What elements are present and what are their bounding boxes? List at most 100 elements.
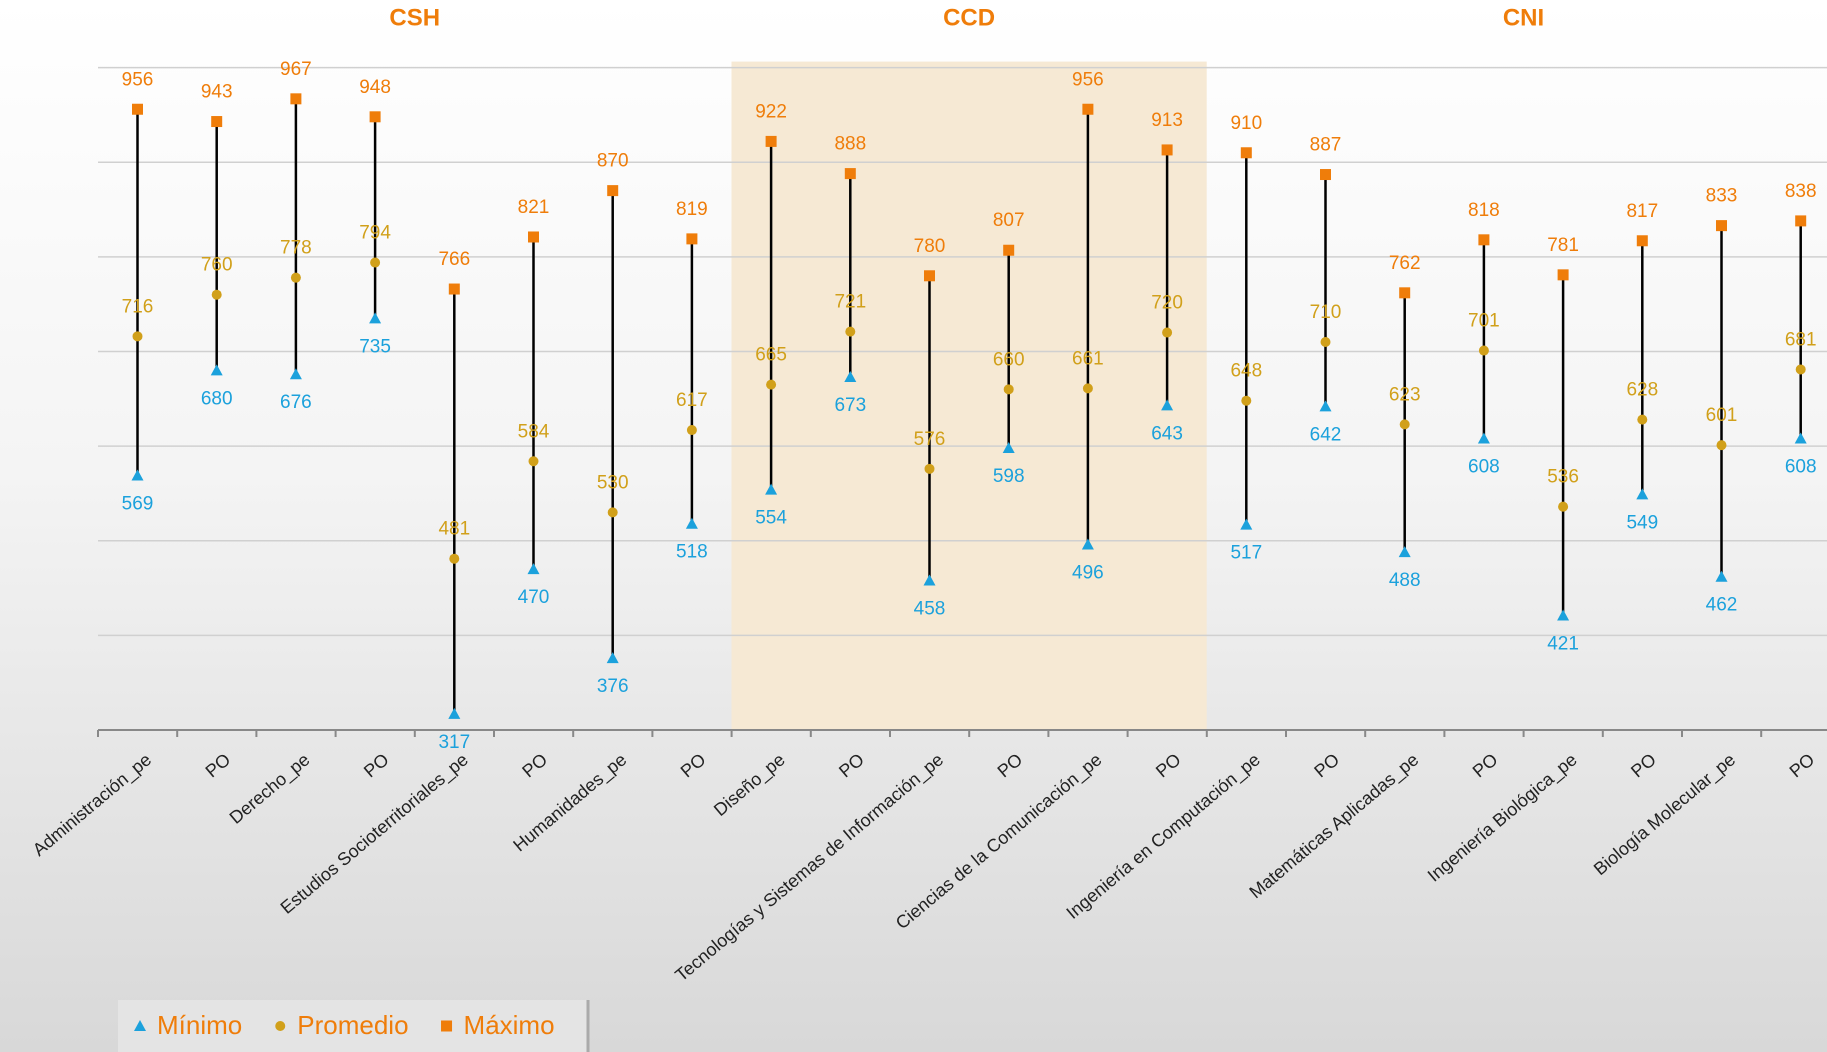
marker-max: [441, 1020, 453, 1032]
value-label: 530: [597, 472, 629, 493]
marker-avg: [1082, 383, 1093, 394]
value-label: 549: [1626, 512, 1658, 533]
value-label: 661: [1072, 348, 1104, 369]
value-label: 642: [1310, 424, 1342, 445]
marker-max: [1003, 244, 1015, 256]
value-label: 967: [280, 59, 312, 80]
x-tick-label: PO: [1786, 749, 1819, 781]
marker-avg: [1399, 419, 1410, 430]
marker-avg: [1162, 327, 1173, 338]
marker-max: [1716, 220, 1727, 232]
marker-min: [1715, 570, 1728, 582]
marker-avg: [1795, 364, 1806, 375]
value-label: 735: [359, 336, 391, 357]
value-label: 818: [1468, 200, 1500, 221]
x-tick-label: PO: [1627, 749, 1660, 781]
value-label: 888: [834, 134, 866, 155]
value-label: 681: [1785, 329, 1817, 350]
value-label: 665: [755, 345, 787, 366]
value-label: 673: [834, 395, 866, 416]
marker-min: [134, 1020, 146, 1031]
marker-avg: [1320, 337, 1331, 348]
marker-max: [1240, 147, 1252, 159]
value-label: 536: [1547, 467, 1579, 488]
marker-avg: [1558, 501, 1569, 512]
marker-max: [924, 270, 935, 282]
marker-avg: [528, 456, 539, 467]
marker-min: [131, 469, 144, 481]
value-label: 781: [1547, 235, 1579, 256]
group-title: CNI: [1503, 4, 1544, 31]
marker-avg: [449, 553, 460, 564]
value-label: 956: [1072, 69, 1104, 90]
value-label: 617: [676, 390, 708, 411]
value-label: 554: [755, 508, 787, 529]
value-label: 948: [359, 77, 391, 98]
value-label: 794: [359, 223, 391, 244]
marker-avg: [132, 331, 143, 342]
x-tick-label: PO: [994, 749, 1027, 781]
value-label: 807: [993, 210, 1025, 231]
value-label: 470: [518, 587, 550, 608]
marker-avg: [1478, 345, 1489, 356]
value-label: 766: [438, 249, 470, 270]
x-tick-label: PO: [835, 749, 868, 781]
legend-label: Máximo: [464, 1010, 555, 1040]
value-label: 710: [1310, 302, 1342, 323]
value-label: 680: [201, 388, 233, 409]
marker-avg: [1716, 440, 1727, 451]
marker-max: [132, 103, 143, 115]
marker-min: [844, 371, 857, 383]
marker-max: [1557, 269, 1569, 281]
value-label: 720: [1151, 293, 1183, 314]
marker-avg: [370, 257, 381, 268]
value-label: 376: [597, 676, 629, 697]
marker-min: [685, 517, 698, 529]
value-label: 608: [1468, 457, 1500, 478]
marker-avg: [211, 289, 222, 300]
group-title: CSH: [389, 4, 440, 31]
marker-min: [1002, 442, 1015, 454]
marker-max: [1399, 287, 1411, 299]
value-label: 838: [1785, 181, 1817, 202]
marker-max: [765, 135, 777, 147]
x-tick-label: Biología Molecular_pe: [1590, 749, 1740, 880]
marker-avg: [1637, 414, 1648, 425]
value-label: 623: [1389, 384, 1421, 405]
value-label: 421: [1547, 634, 1579, 655]
value-label: 817: [1626, 201, 1658, 222]
value-label: 676: [280, 392, 312, 413]
x-tick-label: Diseño_pe: [710, 749, 789, 820]
x-tick-label: Administración_pe: [29, 749, 156, 860]
value-label: 821: [518, 197, 550, 218]
value-label: 943: [201, 82, 233, 103]
marker-min: [606, 652, 619, 664]
x-tick-label: PO: [518, 749, 551, 781]
marker-min: [1081, 538, 1094, 550]
x-tick-label: PO: [202, 749, 235, 781]
value-label: 762: [1389, 253, 1421, 274]
marker-max: [211, 116, 223, 128]
value-label: 569: [122, 493, 154, 514]
value-label: 576: [914, 429, 946, 450]
marker-min: [765, 483, 778, 495]
value-label: 518: [676, 542, 708, 563]
marker-max: [1636, 235, 1648, 247]
value-label: 833: [1706, 186, 1738, 207]
marker-avg: [607, 507, 618, 518]
x-tick-label: PO: [677, 749, 710, 781]
marker-min: [289, 368, 302, 380]
marker-avg: [686, 425, 697, 436]
value-label: 458: [914, 599, 946, 620]
marker-max: [607, 185, 619, 197]
marker-min: [1557, 609, 1570, 621]
marker-max: [369, 111, 381, 123]
value-label: 913: [1151, 110, 1183, 131]
marker-min: [1240, 518, 1253, 530]
value-label: 780: [914, 236, 946, 257]
value-label: 870: [597, 151, 629, 172]
x-tick-label: Tecnologías y Sistemas de Información_pe: [671, 749, 947, 986]
value-label: 778: [280, 238, 312, 259]
